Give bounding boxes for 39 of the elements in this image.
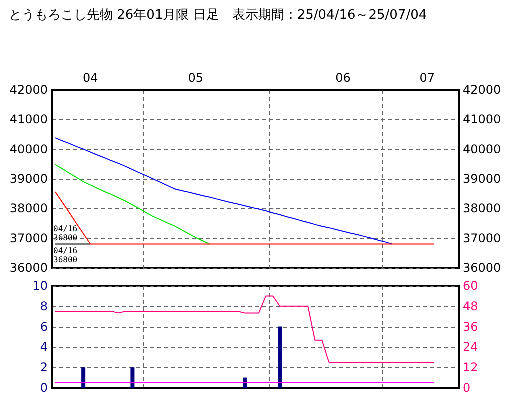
y-tick-label: 38000 [10, 202, 48, 216]
y-tick-label: 40000 [10, 142, 48, 156]
x-tick-label: 07 [420, 71, 436, 85]
line-series [55, 296, 435, 363]
y2-tick-label: 41000 [463, 112, 502, 127]
y2-tick-label: 60 [463, 279, 478, 293]
bar [278, 326, 282, 388]
y2-tick-label: 12 [463, 360, 478, 375]
y2-tick-label: 39000 [463, 172, 502, 186]
x-tick-label: 04 [82, 71, 98, 85]
y-tick-label: 41000 [10, 112, 48, 127]
x-tick-label: 06 [336, 71, 351, 85]
y2-tick-label: 24 [463, 340, 478, 354]
y2-tick-label: 42000 [463, 83, 502, 97]
y-tick-label: 10 [32, 279, 48, 293]
y2-tick-label: 48 [463, 299, 478, 314]
y2-tick-label: 36000 [463, 261, 502, 275]
y2-tick-label: 36 [463, 320, 478, 334]
y2-tick-label: 40000 [463, 142, 502, 156]
y-tick-label: 42000 [10, 83, 48, 97]
y-tick-label: 0 [40, 381, 48, 395]
y-tick-label: 2 [40, 360, 48, 375]
x-tick-label: 05 [188, 71, 204, 85]
bar [130, 368, 135, 388]
y-tick-label: 8 [40, 299, 48, 314]
line-series [55, 192, 435, 245]
y-tick-label: 39000 [10, 172, 48, 186]
y2-tick-label: 0 [463, 381, 471, 395]
line-series [55, 138, 393, 245]
y2-tick-label: 38000 [463, 202, 502, 216]
y-tick-label: 37000 [10, 231, 48, 246]
bar [82, 368, 86, 388]
y2-tick-label: 37000 [463, 231, 502, 246]
y-tick-label: 6 [40, 320, 48, 334]
line-series [55, 164, 210, 245]
annotation: 04/16 36800 [54, 246, 78, 264]
y-tick-label: 4 [40, 340, 48, 354]
y-tick-label: 36000 [10, 261, 48, 275]
chart-title: とうもろこし先物 26年01月限 日足 表示期間：25/04/16～25/07/04 [9, 8, 428, 23]
